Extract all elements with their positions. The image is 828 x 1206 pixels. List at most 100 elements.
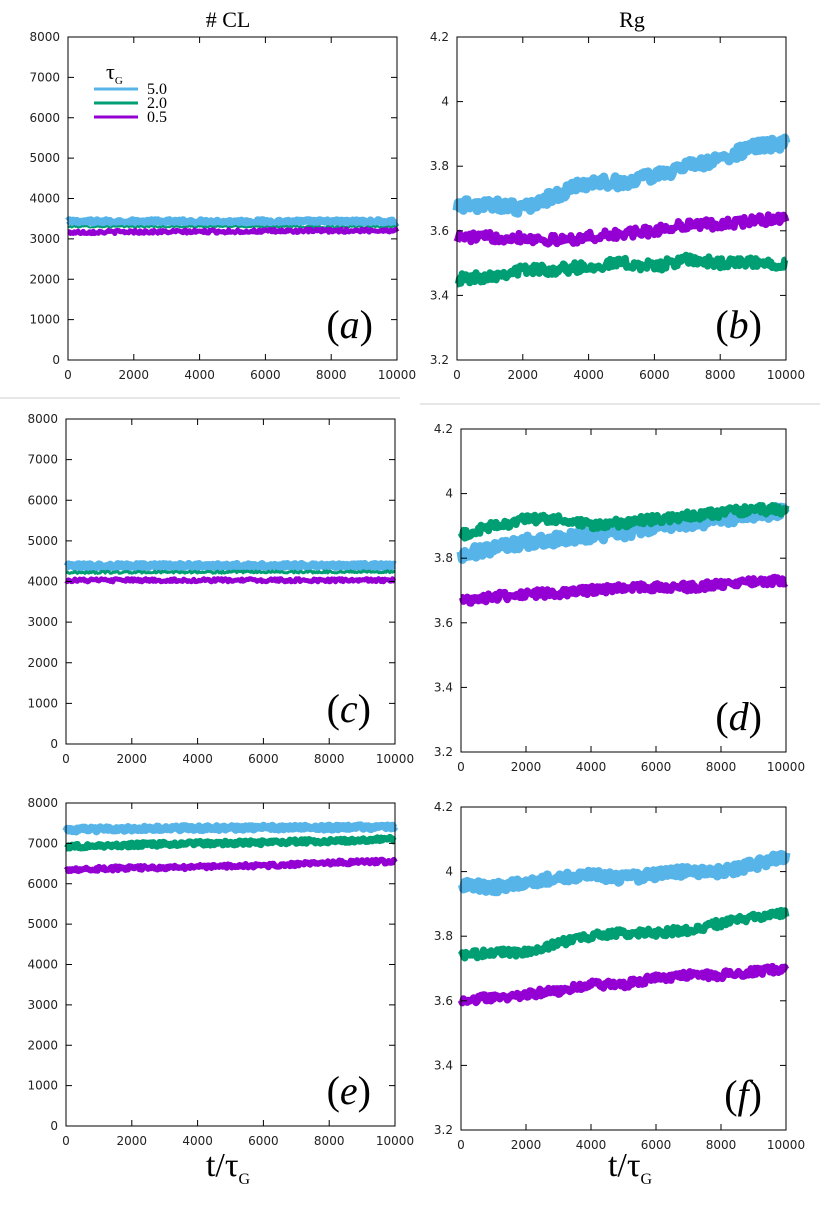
x-tick-label: 2000 [117,752,148,766]
plot-frame [460,806,787,1131]
x-tick-label: 0 [62,752,70,766]
x-tick-label: 10000 [378,368,416,382]
y-tick-label: 3.8 [434,551,453,565]
x-tick-label: 6000 [248,1134,279,1148]
x-tick-label: 2000 [117,1134,148,1148]
column-title-rg: Rg [619,7,645,32]
plot-frame [460,428,787,753]
y-tick-label: 6000 [27,877,58,891]
x-tick-label: 8000 [705,368,736,382]
y-tick-label: 3.2 [434,1123,453,1137]
series-line-5-0 [65,216,400,228]
panel-b: 0 2000 4000 6000 8000 10000 3.2 3.4 3.6 3.8 4 4.2 (b… [430,30,805,382]
y-tick-label: 4.2 [434,800,453,814]
x-tick-label: 4000 [182,1134,213,1148]
legend-label: 5.0 [147,81,167,98]
x-tick-label: 10000 [767,1138,805,1152]
x-tick-label: 8000 [706,760,737,774]
series-line-2-0 [457,906,790,962]
x-tick-label: 10000 [376,752,414,766]
legend-label: 2.0 [147,95,167,112]
panel-f: 0 2000 4000 6000 8000 10000 3.2 3.4 3.6 3.8 4 4.2 (f… [434,800,805,1152]
y-tick-label: 0 [50,737,58,751]
x-tick-label: 4000 [184,368,215,382]
x-tick-label: 4000 [576,760,607,774]
x-tick-label: 8000 [314,1134,345,1148]
legend-entries: 5.02.00.5 [94,81,167,126]
series-line-5-0 [457,849,791,897]
x-tick-label: 8000 [706,1138,737,1152]
y-tick-label: 7000 [29,70,60,84]
y-tick-label: 4 [441,95,449,109]
y-tick-label: 3.6 [434,616,453,630]
y-tick-label: 3.8 [434,929,453,943]
x-tick-label: 0 [457,1138,465,1152]
y-tick-label: 0 [52,353,60,367]
plot-frame [456,36,787,361]
series-line-0-5 [458,573,789,607]
panel-label: (c) [327,686,371,731]
y-tick-label: 5000 [27,534,58,548]
panel-label: (b) [715,302,762,347]
panel-e: 0 2000 4000 6000 8000 10000 0 1000 2000 3000 4000 5… [27,796,414,1148]
y-tick-label: 3.2 [430,353,449,367]
y-tick-label: 3.4 [434,680,453,694]
y-tick-label: 8000 [27,412,58,426]
series-line-2-0 [65,569,396,575]
legend-title: τG [106,59,123,87]
series-line-5-0 [62,821,399,836]
panel-label: (f) [724,1072,762,1117]
y-tick-label: 4000 [27,958,58,972]
x-tick-label: 10000 [767,368,805,382]
y-tick-label: 5000 [27,917,58,931]
x-tick-label: 8000 [316,368,347,382]
y-tick-label: 5000 [29,151,60,165]
x-tick-label: 8000 [314,752,345,766]
y-tick-label: 7000 [27,453,58,467]
x-axis-title-left: t/τG [206,1147,251,1188]
y-tick-label: 2000 [27,1038,58,1052]
panel-c: 0 2000 4000 6000 8000 10000 0 1000 2000 3000 4000 5… [27,412,414,766]
x-tick-label: 2000 [119,368,150,382]
y-tick-label: 4 [445,487,453,501]
panel-a: 0 2000 4000 6000 8000 10000 0 1000 2000 3000 4000 5… [29,30,416,382]
x-tick-label: 6000 [641,1138,672,1152]
y-tick-label: 3.4 [430,288,449,302]
x-tick-label: 6000 [250,368,281,382]
series-line-2-0 [63,833,398,852]
y-tick-label: 4 [445,865,453,879]
legend: τG 5.02.00.5 [94,59,167,126]
series-line-0-5 [64,576,397,585]
y-tick-label: 4000 [27,575,58,589]
panel-label: (a) [326,302,373,347]
series-line-0-5 [63,856,398,875]
x-tick-label: 4000 [573,368,604,382]
x-tick-label: 10000 [767,760,805,774]
y-tick-label: 3000 [29,232,60,246]
x-tick-label: 0 [457,760,465,774]
y-tick-label: 2000 [29,272,60,286]
panel-d: 0 2000 4000 6000 8000 10000 3.2 3.4 3.6 3.8 4 4.2 (d… [434,422,805,774]
y-tick-label: 4000 [29,192,60,206]
series-line-2-0 [457,501,790,542]
legend-label: 0.5 [147,109,167,126]
x-tick-label: 4000 [182,752,213,766]
series-line-0-5 [457,962,790,1007]
y-tick-label: 3.4 [434,1058,453,1072]
x-tick-label: 2000 [511,760,542,774]
series-line-5-0 [456,502,790,564]
x-tick-label: 0 [62,1134,70,1148]
series-line-2-0 [454,251,789,288]
column-title-cl: # CL [206,7,251,32]
panel-label: (e) [327,1068,371,1113]
x-axis-title-right: t/τG [608,1147,653,1188]
y-tick-label: 3.6 [434,994,453,1008]
x-tick-label: 4000 [576,1138,607,1152]
y-tick-label: 8000 [27,796,58,810]
x-tick-label: 0 [64,368,72,382]
x-tick-label: 6000 [641,760,672,774]
y-tick-label: 3.6 [430,224,449,238]
y-tick-label: 4.2 [430,30,449,44]
y-tick-label: 4.2 [434,422,453,436]
